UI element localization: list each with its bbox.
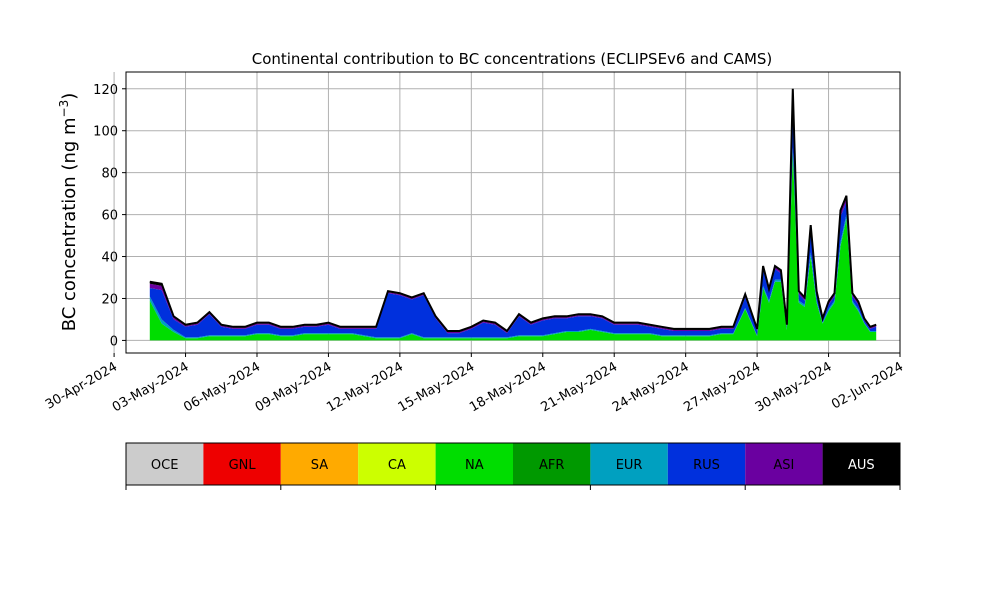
y-tick-label: 80 xyxy=(101,167,118,182)
legend-label-gnl: GNL xyxy=(229,458,257,473)
plot-frame xyxy=(125,71,901,354)
legend-swatch-afr xyxy=(513,443,591,485)
y-tick-label: 0 xyxy=(110,334,118,349)
legend-label-ca: CA xyxy=(388,458,406,473)
legend-label-aus: AUS xyxy=(848,458,875,473)
legend-label-rus: RUS xyxy=(693,458,720,473)
legend-swatch-oce xyxy=(126,443,204,485)
series-line-total xyxy=(149,88,877,333)
y-tick-label: 40 xyxy=(101,251,118,266)
y-tick-label: 20 xyxy=(101,292,118,307)
y-tick-label: 120 xyxy=(93,83,118,98)
stacked-areas xyxy=(149,88,877,341)
legend-swatch-gnl xyxy=(203,443,281,485)
chart-title: Continental contribution to BC concentra… xyxy=(252,50,773,68)
legend-label-eur: EUR xyxy=(616,458,643,473)
legend-swatch-na xyxy=(435,443,513,485)
legend-label-oce: OCE xyxy=(151,458,179,473)
legend-swatch-sa xyxy=(280,443,359,485)
y-tick-label: 60 xyxy=(101,209,118,224)
series-area-na xyxy=(149,151,877,341)
legend-frame xyxy=(125,442,901,486)
y-axis-label: BC concentration (ng m−3) xyxy=(57,93,80,332)
legend-colorbar: OCE GNL SA CA NA AFR EUR RUS ASI AUS xyxy=(125,442,901,490)
legend-swatch-rus xyxy=(667,443,746,485)
legend-label-sa: SA xyxy=(311,458,328,473)
legend-swatch-asi xyxy=(745,443,823,485)
legend-label-asi: ASI xyxy=(773,458,794,473)
legend-swatch-eur xyxy=(590,443,668,485)
legend-swatch-ca xyxy=(358,443,436,485)
legend-label-afr: AFR xyxy=(539,458,564,473)
legend-label-na: NA xyxy=(465,458,484,473)
y-axis: 0 20 40 60 80 100 120 xyxy=(93,83,126,349)
y-tick-label: 100 xyxy=(93,125,118,140)
legend-swatch-aus xyxy=(822,443,900,485)
